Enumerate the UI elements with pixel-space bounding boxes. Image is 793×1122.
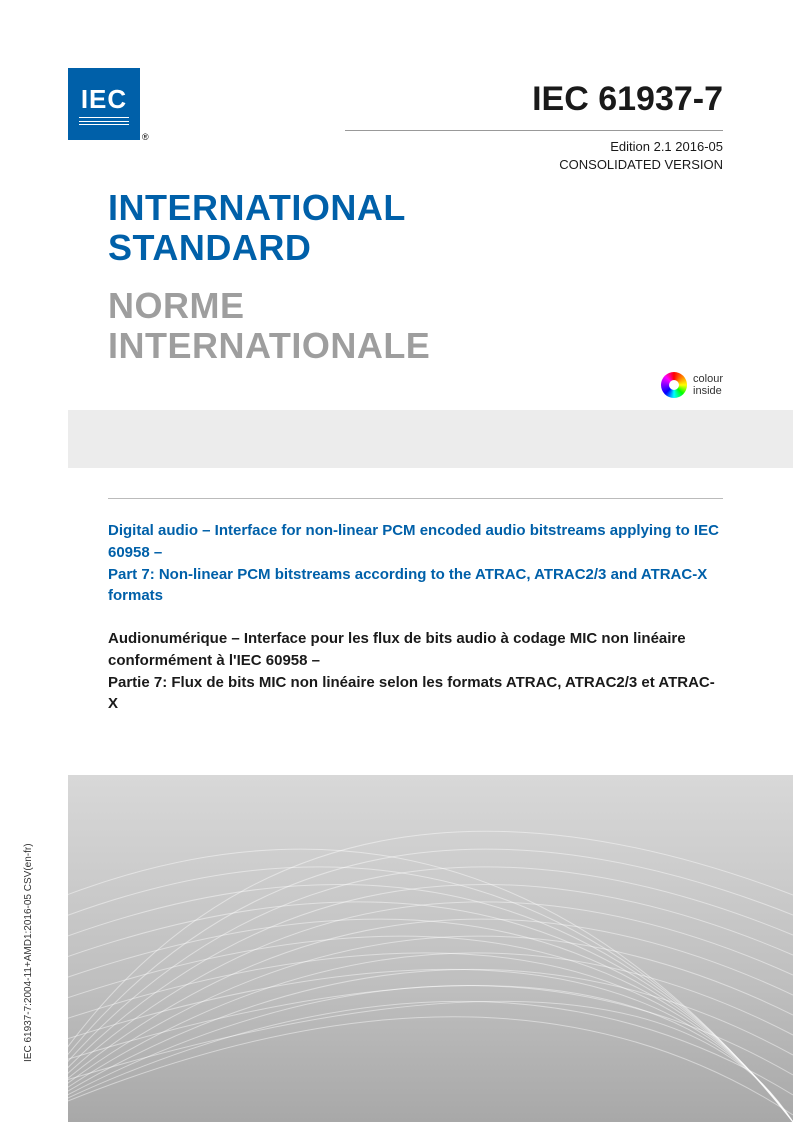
title-fr-line2: INTERNATIONALE <box>108 326 430 366</box>
colour-wheel-icon <box>661 372 687 398</box>
colour-badge-text: colour inside <box>693 373 723 397</box>
logo-text: IEC <box>81 84 127 115</box>
grey-band <box>68 410 793 468</box>
subtitle-fr-line1: Audionumérique – Interface pour les flux… <box>108 628 723 672</box>
mid-rule <box>108 498 723 499</box>
logo-lines-icon <box>79 117 129 125</box>
curves-icon <box>68 775 793 1122</box>
subtitle-french: Audionumérique – Interface pour les flux… <box>108 628 723 715</box>
title-fr-line1: NORME <box>108 286 430 326</box>
header-rule <box>345 130 723 131</box>
colour-line1: colour <box>693 373 723 385</box>
edition-block: Edition 2.1 2016-05 CONSOLIDATED VERSION <box>559 138 723 173</box>
page: IEC ® IEC 61937-7 Edition 2.1 2016-05 CO… <box>0 0 793 1122</box>
title-en-line2: STANDARD <box>108 228 406 268</box>
subtitle-en-line2: Part 7: Non-linear PCM bitstreams accord… <box>108 564 723 608</box>
subtitle-english: Digital audio – Interface for non-linear… <box>108 520 723 607</box>
title-en-line1: INTERNATIONAL <box>108 188 406 228</box>
side-reference: IEC 61937-7:2004-11+AMD1:2016-05 CSV(en-… <box>23 843 34 1062</box>
subtitle-en-line1: Digital audio – Interface for non-linear… <box>108 520 723 564</box>
colour-line2: inside <box>693 385 723 397</box>
version-line: CONSOLIDATED VERSION <box>559 156 723 174</box>
iec-logo: IEC <box>68 68 140 140</box>
cover-art <box>68 775 793 1122</box>
document-code: IEC 61937-7 <box>532 80 723 119</box>
subtitle-fr-line2: Partie 7: Flux de bits MIC non linéaire … <box>108 672 723 716</box>
title-french: NORME INTERNATIONALE <box>108 286 430 367</box>
registered-mark: ® <box>142 132 149 142</box>
edition-line: Edition 2.1 2016-05 <box>559 138 723 156</box>
colour-inside-badge: colour inside <box>661 372 723 398</box>
title-english: INTERNATIONAL STANDARD <box>108 188 406 269</box>
